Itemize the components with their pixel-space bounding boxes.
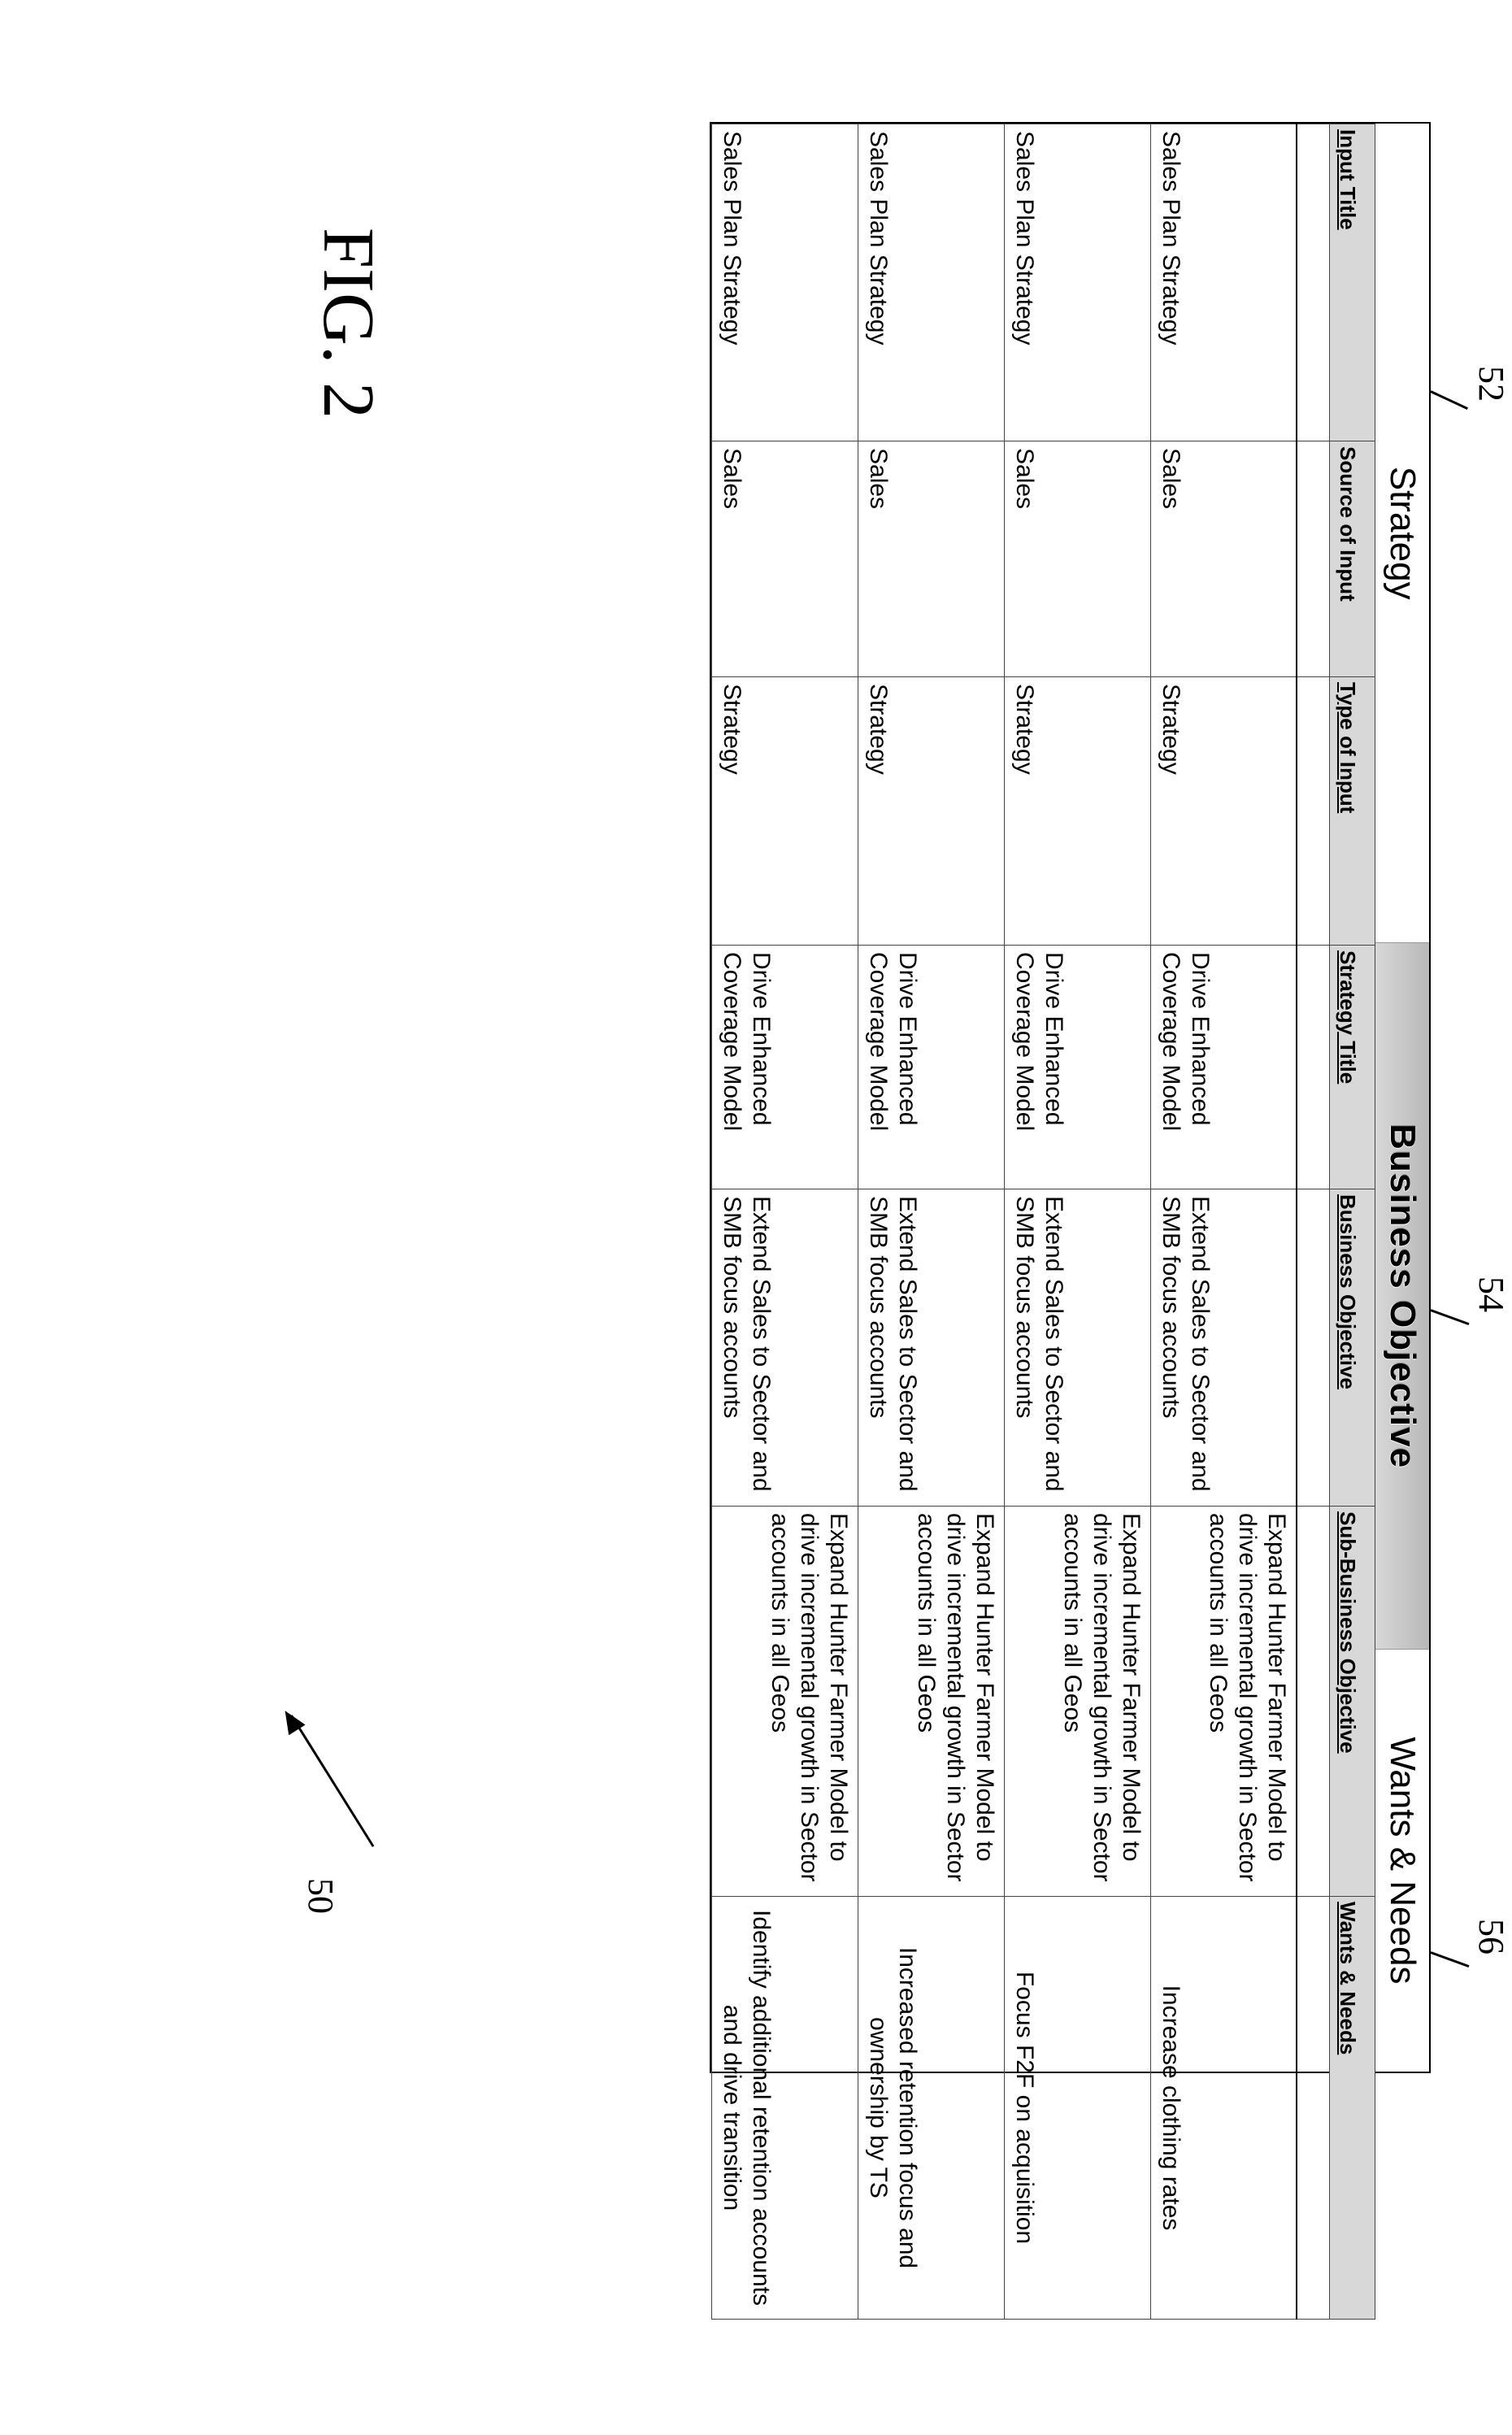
cell-wants-needs: Focus F2F on acquisition bbox=[1005, 1897, 1151, 2320]
cell-wants-needs: Identify additional retention accounts a… bbox=[712, 1897, 858, 2320]
cell-input-title: Sales Plan Strategy bbox=[712, 124, 858, 441]
section-header-business-objective: Business Objective bbox=[1375, 943, 1429, 1650]
col-header-type: Type of Input bbox=[1330, 677, 1375, 946]
callout-52-line bbox=[1430, 390, 1468, 410]
section-header-strategy: Strategy bbox=[1375, 124, 1429, 943]
cell-sub-business-objective: Expand Hunter Farmer Model to drive incr… bbox=[1005, 1507, 1151, 1897]
cell-sub-business-objective: Expand Hunter Farmer Model to drive incr… bbox=[1151, 1507, 1297, 1897]
cell-business-objective: Extend Sales to Sector and SMB focus acc… bbox=[1005, 1189, 1151, 1507]
data-table-frame: Strategy Business Objective Wants & Need… bbox=[710, 122, 1431, 2073]
table-row: Sales Plan Strategy Sales Strategy Drive… bbox=[858, 124, 1005, 2320]
cell-type: Strategy bbox=[1151, 677, 1297, 946]
callout-56: 56 bbox=[1471, 1919, 1512, 1955]
col-header-input-title: Input Title bbox=[1330, 124, 1375, 441]
cell-business-objective: Extend Sales to Sector and SMB focus acc… bbox=[712, 1189, 858, 1507]
col-header-source: Source of Input bbox=[1330, 441, 1375, 677]
figure-label: FIG. 2 bbox=[306, 228, 390, 419]
cell-sub-business-objective: Expand Hunter Farmer Model to drive incr… bbox=[858, 1507, 1005, 1897]
cell-strategy-title: Drive Enhanced Coverage Model bbox=[858, 946, 1005, 1189]
cell-input-title: Sales Plan Strategy bbox=[1005, 124, 1151, 441]
section-header-wants-needs: Wants & Needs bbox=[1375, 1650, 1429, 2072]
cell-sub-business-objective: Expand Hunter Farmer Model to drive incr… bbox=[712, 1507, 858, 1897]
section-header-row: Strategy Business Objective Wants & Need… bbox=[1375, 124, 1429, 2072]
strategy-table: Input Title Source of Input Type of Inpu… bbox=[711, 124, 1375, 2320]
cell-source: Sales bbox=[1151, 441, 1297, 677]
col-header-wants-needs: Wants & Needs bbox=[1330, 1897, 1375, 2320]
cell-wants-needs: Increase clothing rates bbox=[1151, 1897, 1297, 2320]
cell-strategy-title: Drive Enhanced Coverage Model bbox=[712, 946, 858, 1189]
arrow-line bbox=[290, 1715, 374, 1847]
callout-50: 50 bbox=[300, 1878, 341, 1914]
col-header-business-objective: Business Objective bbox=[1330, 1189, 1375, 1507]
table-row: Sales Plan Strategy Sales Strategy Drive… bbox=[1005, 124, 1151, 2320]
column-header-row: Input Title Source of Input Type of Inpu… bbox=[1330, 124, 1375, 2320]
cell-source: Sales bbox=[1005, 441, 1151, 677]
col-header-strategy-title: Strategy Title bbox=[1330, 946, 1375, 1189]
callout-50-arrow: 50 bbox=[268, 1715, 390, 1927]
col-header-sub-business-objective: Sub-Business Objective bbox=[1330, 1507, 1375, 1897]
cell-wants-needs: Increased retention focus and ownership … bbox=[858, 1897, 1005, 2320]
figure-2-container: 52 54 56 Strategy Business Objective Wan… bbox=[710, 122, 1431, 2317]
callout-54: 54 bbox=[1471, 1276, 1512, 1312]
table-row: Sales Plan Strategy Sales Strategy Drive… bbox=[1151, 124, 1297, 2320]
cell-type: Strategy bbox=[858, 677, 1005, 946]
cell-business-objective: Extend Sales to Sector and SMB focus acc… bbox=[858, 1189, 1005, 1507]
callout-52: 52 bbox=[1471, 366, 1512, 402]
cell-source: Sales bbox=[858, 441, 1005, 677]
blank-separator-row bbox=[1297, 124, 1330, 2320]
cell-source: Sales bbox=[712, 441, 858, 677]
callout-56-line bbox=[1430, 1951, 1469, 1968]
table-row: Sales Plan Strategy Sales Strategy Drive… bbox=[712, 124, 858, 2320]
callout-54-line bbox=[1430, 1309, 1469, 1325]
cell-business-objective: Extend Sales to Sector and SMB focus acc… bbox=[1151, 1189, 1297, 1507]
cell-type: Strategy bbox=[1005, 677, 1151, 946]
cell-strategy-title: Drive Enhanced Coverage Model bbox=[1151, 946, 1297, 1189]
cell-input-title: Sales Plan Strategy bbox=[858, 124, 1005, 441]
cell-type: Strategy bbox=[712, 677, 858, 946]
cell-input-title: Sales Plan Strategy bbox=[1151, 124, 1297, 441]
cell-strategy-title: Drive Enhanced Coverage Model bbox=[1005, 946, 1151, 1189]
